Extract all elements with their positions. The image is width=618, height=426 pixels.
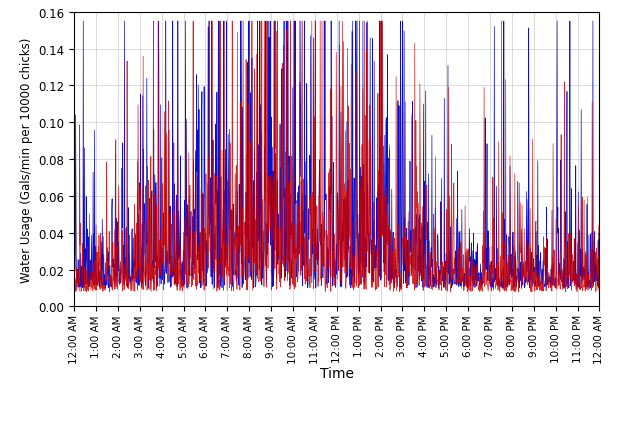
Section B	[419, 285, 426, 290]
Section A	[528, 289, 536, 294]
Section A	[175, 282, 182, 287]
Section A	[488, 286, 495, 291]
Section B	[596, 239, 603, 244]
X-axis label: Time: Time	[320, 366, 354, 380]
Section B	[80, 20, 87, 25]
Section B	[534, 159, 541, 164]
Section B	[105, 286, 112, 291]
Y-axis label: Water Usage (Gals/min per 10000 chicks): Water Usage (Gals/min per 10000 chicks)	[20, 37, 33, 282]
Section A	[247, 226, 254, 231]
Section B	[488, 283, 495, 288]
Section A	[188, 261, 195, 266]
Line: Section B: Section B	[74, 22, 599, 288]
Section B	[188, 275, 195, 280]
Section A	[70, 283, 78, 288]
Section B	[247, 91, 254, 96]
Section B	[176, 219, 183, 224]
Line: Section A: Section A	[74, 22, 599, 292]
Section A	[534, 276, 541, 281]
Section A	[419, 205, 426, 210]
Section A	[150, 20, 157, 25]
Section A	[596, 276, 603, 282]
Section B	[70, 280, 78, 285]
